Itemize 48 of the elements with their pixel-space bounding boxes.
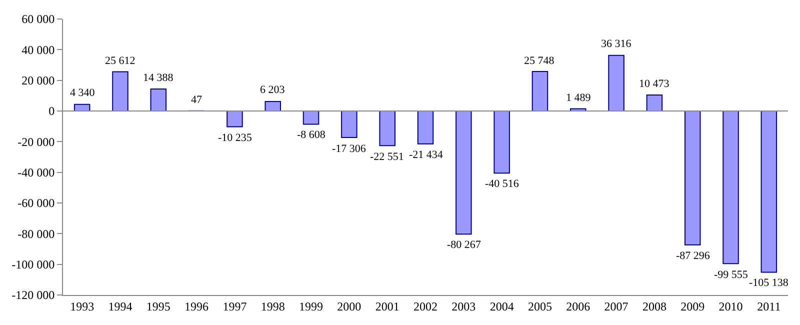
data-label: 6 203 <box>260 84 286 96</box>
x-tick-label: 1999 <box>299 299 324 314</box>
x-tick-label: 2011 <box>757 299 781 314</box>
x-tick-label: 1994 <box>108 299 132 314</box>
x-tick-label: 2008 <box>642 299 666 314</box>
data-label: -87 296 <box>676 250 710 262</box>
y-tick-label: -60 000 <box>18 196 55 210</box>
data-label: -105 138 <box>749 277 789 289</box>
x-tick-label: 2002 <box>414 299 438 314</box>
data-label: 1 489 <box>566 92 592 104</box>
data-label: 47 <box>191 94 202 106</box>
x-tick-label: 2010 <box>718 299 743 314</box>
y-tick-label: -20 000 <box>18 134 55 149</box>
data-label: -21 434 <box>409 149 444 161</box>
x-tick-label: 2009 <box>680 299 705 314</box>
data-label: 4 340 <box>70 87 96 99</box>
y-tick-label: -80 000 <box>18 226 55 241</box>
data-label: -40 516 <box>485 178 520 190</box>
x-tick-label: 1997 <box>222 299 247 314</box>
x-tick-label: 1995 <box>146 299 170 314</box>
x-tick-label: 2004 <box>490 299 514 314</box>
data-label: -17 306 <box>332 143 366 155</box>
data-label: -22 551 <box>370 151 404 163</box>
y-tick-label: -100 000 <box>12 258 55 272</box>
data-label: -10 235 <box>218 132 252 144</box>
x-tick-label: 1998 <box>260 299 285 314</box>
y-tick-label: -40 000 <box>18 166 55 180</box>
x-tick-label: 2001 <box>375 299 400 314</box>
x-tick-label: 1993 <box>70 299 94 314</box>
data-label: -99 555 <box>714 269 748 281</box>
x-tick-label: 2007 <box>604 299 628 314</box>
x-tick-label: 2006 <box>566 299 590 314</box>
x-tick-label: 2005 <box>528 299 552 314</box>
data-label: 10 473 <box>639 78 670 90</box>
data-label: 25 612 <box>105 55 136 67</box>
x-tick-label: 2000 <box>337 299 362 314</box>
data-label: 36 316 <box>601 38 632 50</box>
data-label: 14 388 <box>143 72 174 84</box>
x-tick-label: 2003 <box>452 299 476 314</box>
data-label: 25 748 <box>524 55 555 67</box>
y-tick-label: 40 000 <box>22 42 55 57</box>
y-tick-label: 60 000 <box>22 12 55 26</box>
data-label: -80 267 <box>447 239 482 251</box>
y-tick-label: 0 <box>48 104 55 118</box>
x-tick-label: 1996 <box>184 299 209 314</box>
y-tick-label: 20 000 <box>22 74 55 88</box>
y-tick-label: -120 000 <box>12 288 55 302</box>
data-label: -8 608 <box>297 129 326 141</box>
